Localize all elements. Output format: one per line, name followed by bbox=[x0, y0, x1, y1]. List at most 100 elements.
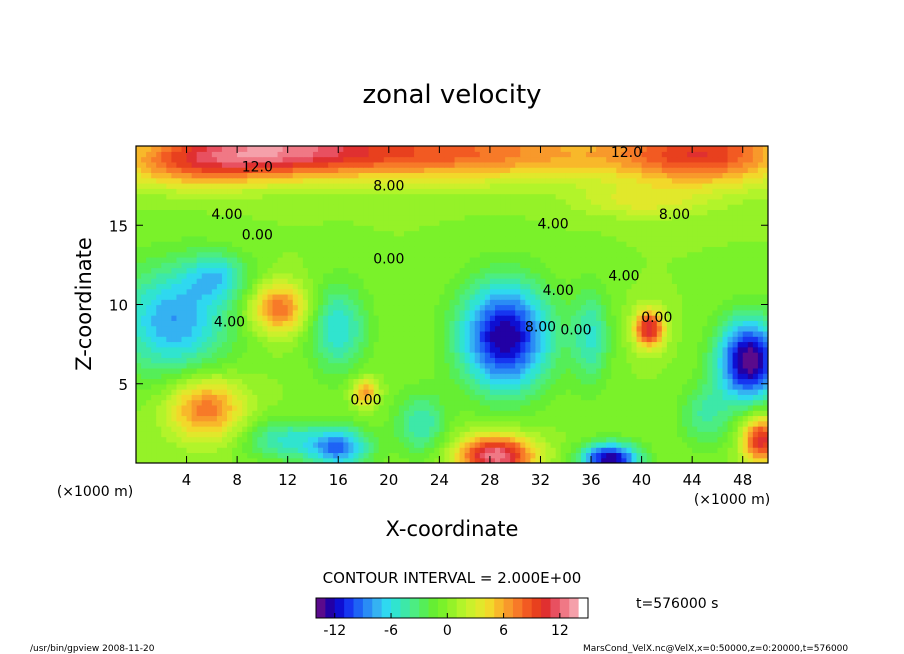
heatmap-cell bbox=[414, 457, 420, 463]
heatmap-cell bbox=[378, 367, 385, 374]
heatmap-cell bbox=[267, 262, 274, 269]
heatmap-cell bbox=[575, 373, 582, 380]
heatmap-cell bbox=[707, 251, 713, 258]
heatmap-cell bbox=[363, 378, 370, 385]
heatmap-cell bbox=[328, 299, 334, 306]
heatmap-cell bbox=[459, 309, 466, 316]
heatmap-cell bbox=[136, 399, 142, 406]
heatmap-cell bbox=[570, 262, 577, 269]
heatmap-cell bbox=[444, 431, 451, 438]
heatmap-cell bbox=[206, 283, 213, 290]
heatmap-cell bbox=[692, 272, 698, 279]
heatmap-cell bbox=[444, 293, 451, 300]
heatmap-cell bbox=[464, 315, 471, 321]
heatmap-cell bbox=[752, 304, 759, 311]
heatmap-cell bbox=[515, 357, 521, 364]
heatmap-cell bbox=[702, 436, 708, 443]
heatmap-cell bbox=[338, 352, 344, 358]
heatmap-cell bbox=[201, 283, 208, 290]
heatmap-cell bbox=[621, 404, 628, 411]
heatmap-cell bbox=[434, 341, 440, 348]
heatmap-cell bbox=[505, 283, 511, 290]
heatmap-cell bbox=[727, 251, 734, 258]
heatmap-cell bbox=[737, 431, 744, 438]
heatmap-cell bbox=[601, 367, 607, 374]
heatmap-cell bbox=[717, 330, 724, 337]
heatmap-cell bbox=[388, 251, 395, 258]
heatmap-cell bbox=[626, 346, 633, 353]
heatmap-cell bbox=[479, 404, 486, 411]
heatmap-cell bbox=[247, 436, 253, 443]
heatmap-cell bbox=[737, 272, 744, 279]
heatmap-cell bbox=[747, 346, 754, 353]
heatmap-cell bbox=[459, 367, 466, 374]
heatmap-cell bbox=[616, 293, 622, 300]
heatmap-cell bbox=[555, 415, 562, 422]
heatmap-cell bbox=[621, 452, 628, 459]
heatmap-cell bbox=[136, 251, 142, 258]
heatmap-cell bbox=[282, 288, 289, 295]
heatmap-cell bbox=[459, 336, 466, 343]
heatmap-cell bbox=[302, 426, 309, 432]
heatmap-cell bbox=[550, 415, 557, 422]
heatmap-cell bbox=[631, 452, 638, 459]
heatmap-cell bbox=[378, 399, 385, 406]
heatmap-cell bbox=[277, 304, 284, 311]
heatmap-cell bbox=[383, 431, 390, 438]
heatmap-cell bbox=[353, 278, 360, 284]
heatmap-cell bbox=[176, 320, 183, 327]
heatmap-cell bbox=[484, 346, 491, 353]
heatmap-cell bbox=[550, 325, 557, 332]
heatmap-cell bbox=[323, 415, 329, 422]
heatmap-cell bbox=[287, 346, 294, 353]
heatmap-cell bbox=[479, 457, 486, 463]
heatmap-cell bbox=[237, 410, 243, 417]
heatmap-cell bbox=[525, 431, 531, 438]
heatmap-cell bbox=[363, 341, 370, 348]
heatmap-cell bbox=[616, 357, 622, 364]
heatmap-cell bbox=[742, 383, 749, 390]
heatmap-cell bbox=[621, 272, 628, 279]
heatmap-cell bbox=[737, 288, 744, 295]
heatmap-cell bbox=[646, 362, 653, 369]
heatmap-cell bbox=[211, 283, 218, 290]
heatmap-cell bbox=[656, 336, 663, 343]
heatmap-cell bbox=[540, 373, 547, 380]
heatmap-cell bbox=[555, 452, 562, 459]
heatmap-cell bbox=[338, 278, 344, 284]
heatmap-cell bbox=[388, 447, 395, 454]
heatmap-cell bbox=[520, 256, 526, 263]
heatmap-cell bbox=[272, 278, 279, 284]
heatmap-cell bbox=[383, 299, 390, 306]
heatmap-cell bbox=[292, 299, 299, 306]
heatmap-cell bbox=[393, 325, 400, 332]
heatmap-cell bbox=[429, 309, 435, 316]
heatmap-cell bbox=[414, 262, 420, 269]
heatmap-cell bbox=[206, 251, 213, 258]
heatmap-cell bbox=[181, 330, 188, 337]
heatmap-cell bbox=[221, 267, 228, 274]
heatmap-cell bbox=[312, 404, 319, 411]
heatmap-cell bbox=[216, 304, 223, 311]
heatmap-cell bbox=[702, 278, 708, 284]
heatmap-cell bbox=[535, 394, 542, 401]
heatmap-cell bbox=[343, 320, 349, 327]
heatmap-cell bbox=[201, 373, 208, 380]
heatmap-cell bbox=[262, 410, 269, 417]
heatmap-cell bbox=[343, 256, 349, 263]
heatmap-cell bbox=[666, 320, 673, 327]
heatmap-cell bbox=[262, 367, 269, 374]
heatmap-cell bbox=[449, 315, 456, 321]
heatmap-cell bbox=[393, 256, 400, 263]
heatmap-cell bbox=[247, 399, 253, 406]
heatmap-cell bbox=[439, 288, 446, 295]
heatmap-cell bbox=[565, 452, 572, 459]
heatmap-cell bbox=[687, 357, 693, 364]
heatmap-cell bbox=[312, 278, 319, 284]
heatmap-cell bbox=[459, 420, 466, 427]
heatmap-cell bbox=[489, 389, 496, 395]
heatmap-cell bbox=[641, 352, 648, 358]
heatmap-cell bbox=[358, 272, 365, 279]
heatmap-cell bbox=[692, 256, 698, 263]
heatmap-cell bbox=[171, 309, 178, 316]
